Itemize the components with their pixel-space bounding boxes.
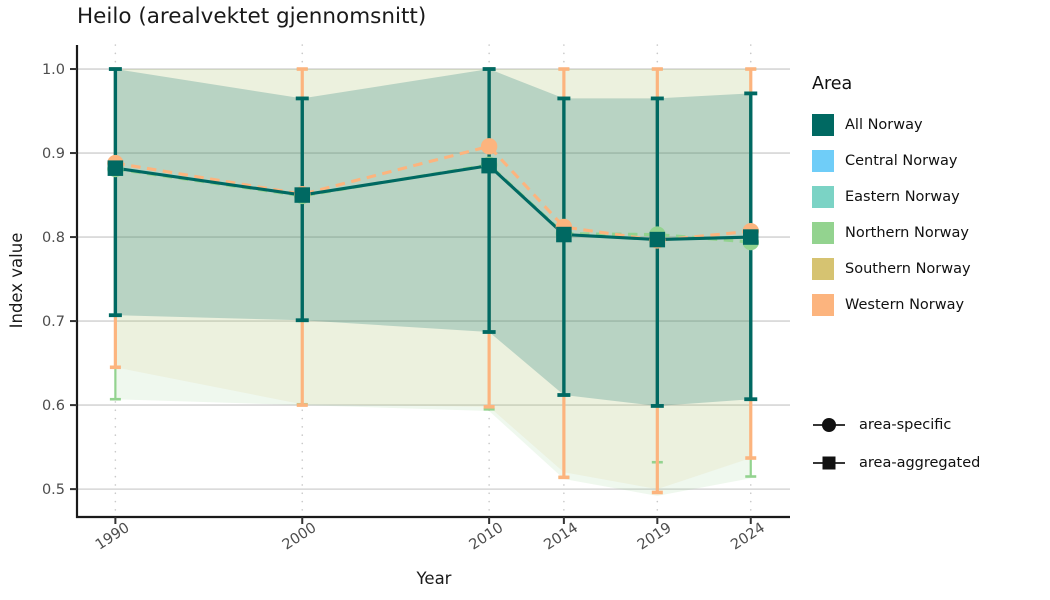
shape-legend-label: area-specific <box>859 417 952 433</box>
all-norway-ci-band <box>115 69 751 406</box>
marker-western-norway-2010 <box>480 138 498 155</box>
shape-legend: area-specific area-aggregated <box>812 406 1042 482</box>
y-tick-label: 0.6 <box>42 398 65 414</box>
legend-item-all-norway: All Norway <box>812 107 1042 143</box>
x-tick-label: 2024 <box>728 520 768 554</box>
legend-label: Eastern Norway <box>845 189 960 205</box>
legend-item-western-norway: Western Norway <box>812 287 1042 323</box>
marker-all-norway-2000 <box>294 187 311 203</box>
shape-legend-label: area-aggregated <box>859 455 981 471</box>
x-tick-label: 2014 <box>541 520 581 554</box>
marker-all-norway-2014 <box>556 226 572 243</box>
square-glyph-icon <box>813 456 845 470</box>
western-norway-line <box>115 144 751 242</box>
marker-all-norway-2024 <box>743 229 759 245</box>
all-norway-line <box>115 164 751 242</box>
circle-glyph-icon <box>813 418 845 432</box>
axes <box>75 45 790 519</box>
legend-item-northern-norway: Northern Norway <box>812 215 1042 251</box>
marker-all-norway-2019 <box>649 231 666 248</box>
legend-swatch-northern-norway <box>812 222 834 244</box>
marker-all-norway-2010 <box>481 157 497 174</box>
area-legend: Area All Norway Central Norway Eastern Nor… <box>812 74 1042 323</box>
all-norway-markers <box>107 157 759 248</box>
x-axis-label: Year <box>416 569 452 588</box>
legend-swatch-central-norway <box>812 150 834 172</box>
legend-item-southern-norway: Southern Norway <box>812 251 1042 287</box>
marker-all-norway-1990 <box>107 160 124 176</box>
y-axis-label: Index value <box>7 233 26 329</box>
legend-label: Southern Norway <box>845 261 971 277</box>
chart-title: Heilo (arealvektet gjennomsnitt) <box>77 4 427 29</box>
y-tick-label: 0.8 <box>42 230 65 246</box>
legend-swatch-western-norway <box>812 294 834 316</box>
x-tick-label: 2010 <box>467 520 507 554</box>
legend-title: Area <box>812 74 853 94</box>
western-norway-ci-band <box>115 69 751 490</box>
legend-swatch-eastern-norway <box>812 186 834 208</box>
confidence-ribbons <box>115 69 751 496</box>
legend-item-eastern-norway: Eastern Norway <box>812 179 1042 215</box>
y-tick-label: 1.0 <box>42 62 65 78</box>
y-tick-label: 0.5 <box>42 482 65 498</box>
legend-swatch-southern-norway <box>812 258 834 280</box>
legend-label: Central Norway <box>845 153 958 169</box>
northern-norway-ci-band <box>115 69 751 496</box>
legend-label: All Norway <box>845 117 923 133</box>
legend-label: Western Norway <box>845 297 965 313</box>
y-tick-label: 0.7 <box>42 314 65 330</box>
legend-label: Northern Norway <box>845 225 969 241</box>
horizontal-gridlines <box>78 68 790 490</box>
legend-item-central-norway: Central Norway <box>812 143 1042 179</box>
legend-swatch-all-norway <box>812 114 834 136</box>
x-tick-label: 2000 <box>280 520 320 554</box>
shape-legend-item-area-aggregated: area-aggregated <box>812 444 1042 482</box>
x-tick-label: 2019 <box>635 520 675 554</box>
shape-legend-item-area-specific: area-specific <box>812 406 1042 444</box>
x-tick-label: 1990 <box>93 520 133 554</box>
y-tick-label: 0.9 <box>42 146 65 162</box>
